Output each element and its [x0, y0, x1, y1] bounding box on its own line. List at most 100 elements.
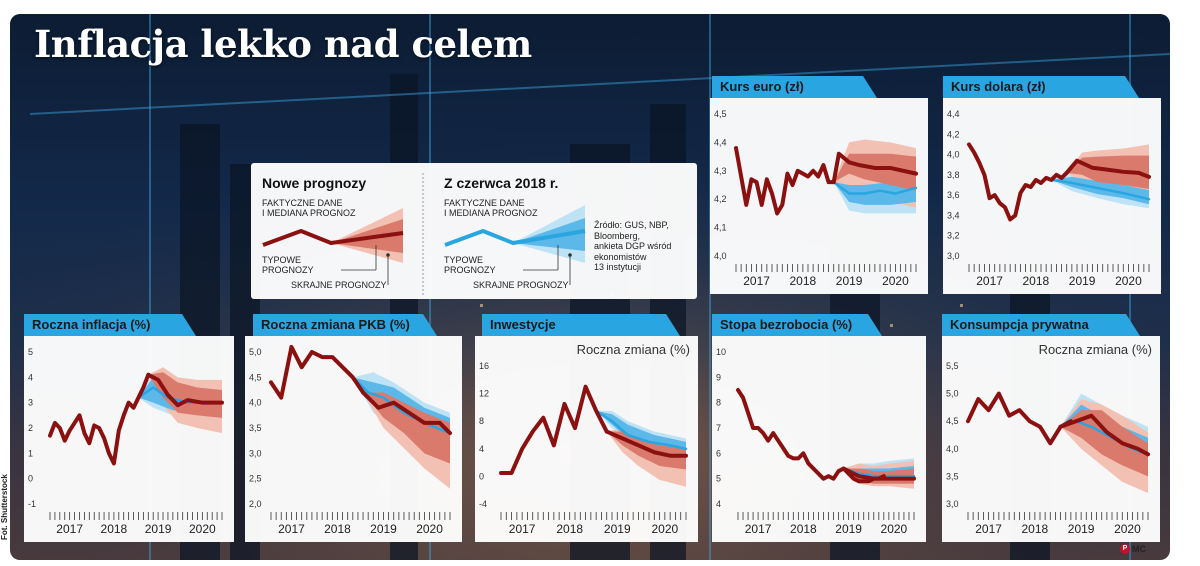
ytick-label: 3 — [28, 398, 33, 408]
ytick-label: 3,6 — [947, 190, 960, 200]
xtick-label: 2019 — [1068, 522, 1095, 536]
forecast-new-line — [146, 372, 224, 408]
xtick-label: 2019 — [370, 522, 397, 536]
ytick-label: 3,0 — [249, 448, 262, 458]
ytick-label: 4,0 — [947, 150, 960, 160]
chart-panel-kurs-dolara: 3,0 3,2 3,4 3,6 3,8 4,0 4,2 4,4 2017 2018 2019 2020 — [943, 98, 1161, 294]
ytick-label: 4,1 — [714, 223, 727, 233]
chart-subtitle: Roczna zmiana (%) — [1039, 342, 1152, 357]
chart-svg-stopa-bezrobocia: 4 5 6 7 8 9 10 2017 2018 2019 2020 — [716, 347, 916, 536]
legend-old-typical-line2: PROGNOZY — [444, 265, 496, 275]
xtick-label: 2020 — [189, 522, 216, 536]
ytick-label: 5 — [28, 347, 33, 357]
ytick-label: 3,0 — [946, 499, 959, 509]
legend-new-extreme-label: SKRAJNE PROGNOZY — [291, 280, 387, 290]
ytick-label: 8 — [716, 398, 721, 408]
legend-box: Nowe prognozy Z czerwca 2018 r. FAKTYCZN… — [251, 163, 697, 299]
xtick-label: 2020 — [882, 274, 909, 288]
photo-credit: Fot. Shutterstock — [0, 474, 9, 540]
legend-old-actual-line1: FAKTYCZNE DANE — [444, 198, 525, 208]
ytick-label: 0 — [479, 471, 484, 481]
band-typical-new — [148, 372, 222, 418]
chart-svg-roczna-zmiana-pkb: 2,0 2,5 3,0 3,5 4,0 4,5 5,0 2017 2018 2019 2020 — [249, 344, 452, 536]
xtick-label: 2020 — [1115, 274, 1142, 288]
chart-panel-stopa-bezrobocia: 4 5 6 7 8 9 10 2017 2018 2019 2020 — [712, 336, 926, 542]
ytick-label: 4,0 — [714, 251, 727, 261]
xtick-label: 2018 — [1023, 274, 1050, 288]
ytick-label: 4,0 — [946, 444, 959, 454]
ytick-label: 4,2 — [947, 129, 960, 139]
chart-header-kurs-euro: Kurs euro (zł) — [712, 76, 877, 98]
ytick-label: 0 — [28, 474, 33, 484]
xtick-label: 2020 — [1114, 522, 1141, 536]
actual-line — [269, 344, 366, 400]
chart-svg-inwestycje: -4 0 4 8 12 16 2017 2018 2019 2020 Roczna zmiana (… — [479, 342, 690, 536]
ytick-label: 3,2 — [947, 231, 960, 241]
logo-text: MC — [1132, 544, 1146, 554]
chart-svg-konsumpcja-prywatna: 3,0 3,5 4,0 4,5 5,0 5,5 2017 2018 2019 2020 Roczna… — [946, 342, 1152, 536]
ytick-label: 4,4 — [714, 137, 727, 147]
xtick-label: 2018 — [790, 274, 817, 288]
chart-header-inwestycje: Inwestycje — [482, 314, 680, 336]
xtick-label: 2020 — [881, 522, 908, 536]
xtick-label: 2018 — [790, 522, 817, 536]
ytick-label: 4 — [28, 372, 33, 382]
ytick-label: 2,0 — [249, 499, 262, 509]
actual-line — [48, 372, 151, 466]
ytick-label: 8 — [479, 416, 484, 426]
forecast-old-line — [594, 409, 688, 451]
xtick-label: 2017 — [743, 274, 770, 288]
legend-old-actual-line — [444, 229, 586, 247]
xtick-label: 2018 — [324, 522, 351, 536]
legend-old-typical-band — [513, 218, 585, 251]
ytick-label: 5,5 — [946, 361, 959, 371]
forecast-new-line — [361, 390, 452, 436]
legend-old-actual-label: FAKTYCZNE DANE I MEDIANA PROGNOZ — [444, 198, 538, 218]
chart-header-roczna-inflacja: Roczna inflacja (%) — [24, 314, 196, 336]
actual-line — [967, 142, 1069, 222]
forecast-new-line — [831, 151, 918, 185]
xtick-label: 2019 — [1069, 274, 1096, 288]
legend-new-actual-line2: I MEDIANA PROGNOZ — [262, 208, 356, 218]
legend-new-typical-label: TYPOWE PROGNOZY — [262, 255, 314, 275]
xtick-label: 2018 — [101, 522, 128, 536]
xtick-label: 2017 — [278, 522, 305, 536]
legend-new-typical-line1: TYPOWE — [262, 255, 302, 265]
ytick-label: 1 — [28, 448, 33, 458]
legend-old-typical-label: TYPOWE PROGNOZY — [444, 255, 496, 275]
ytick-label: 4,4 — [947, 109, 960, 119]
forecast-new-line — [1064, 158, 1151, 179]
legend-new-actual-label: FAKTYCZNE DANE I MEDIANA PROGNOZ — [262, 198, 356, 218]
legend-new-typical-line2: PROGNOZY — [262, 265, 314, 275]
chart-panel-roczna-zmiana-pkb: 2,0 2,5 3,0 3,5 4,0 4,5 5,0 2017 2018 2019 2020 — [245, 336, 462, 542]
ytick-label: 5,0 — [946, 389, 959, 399]
ytick-label: 3,8 — [947, 170, 960, 180]
xtick-label: 2017 — [56, 522, 83, 536]
xtick-label: 2017 — [976, 274, 1003, 288]
forecast-old-line — [832, 180, 918, 195]
chart-svg-roczna-inflacja: -1 0 1 2 3 4 5 2017 2018 2019 2020 — [28, 347, 224, 536]
ytick-label: 16 — [479, 361, 489, 371]
actual-line — [499, 384, 609, 475]
chart-panel-roczna-inflacja: -1 0 1 2 3 4 5 2017 2018 2019 2020 — [24, 336, 234, 542]
ytick-label: 3,5 — [946, 471, 959, 481]
publisher-logo: P MC — [1120, 544, 1146, 554]
chart-panel-kurs-euro: 4,0 4,1 4,2 4,3 4,4 4,5 2017 2018 2019 2020 — [710, 98, 928, 294]
ytick-label: 3,5 — [249, 423, 262, 433]
ytick-label: 6 — [716, 448, 721, 458]
forecast-new-line — [1058, 413, 1150, 457]
legend-new-actual-line — [262, 229, 404, 247]
ytick-label: 4,0 — [249, 398, 262, 408]
ytick-label: 5,0 — [249, 347, 262, 357]
legend-new-extreme-dot — [386, 253, 390, 257]
ytick-label: -1 — [28, 499, 36, 509]
xtick-label: 2018 — [556, 522, 583, 536]
ytick-label: 12 — [479, 389, 489, 399]
actual-line — [736, 388, 886, 484]
band-typical-old — [596, 410, 686, 453]
chart-panel-konsumpcja-prywatna: 3,0 3,5 4,0 4,5 5,0 5,5 2017 2018 2019 2020 Roczna… — [942, 336, 1160, 542]
legend-new-actual-line1: FAKTYCZNE DANE — [262, 198, 343, 208]
xtick-label: 2017 — [975, 522, 1002, 536]
ytick-label: 4 — [716, 499, 721, 509]
xtick-label: 2019 — [836, 274, 863, 288]
